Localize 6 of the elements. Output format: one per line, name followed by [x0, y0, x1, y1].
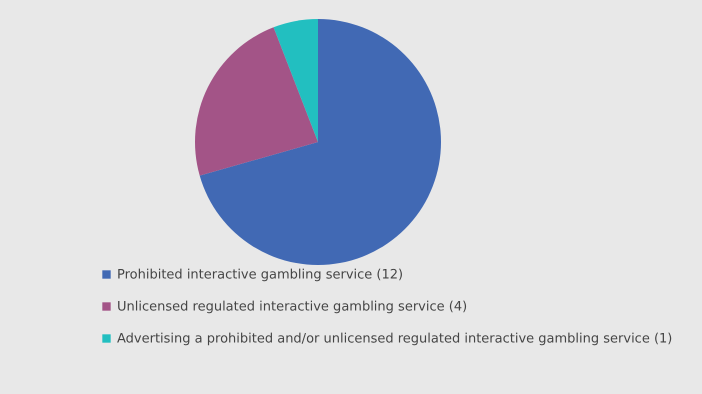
- legend-label: Advertising a prohibited and/or unlicensed regulated interactive gambling service (1): [117, 332, 672, 346]
- pie-slice: [200, 19, 441, 265]
- legend-label: Prohibited interactive gambling service (12): [117, 268, 404, 282]
- legend-label: Unlicensed regulated interactive gambling service (4): [117, 300, 468, 314]
- pie-slice: [274, 19, 318, 142]
- pie-slice: [195, 27, 318, 176]
